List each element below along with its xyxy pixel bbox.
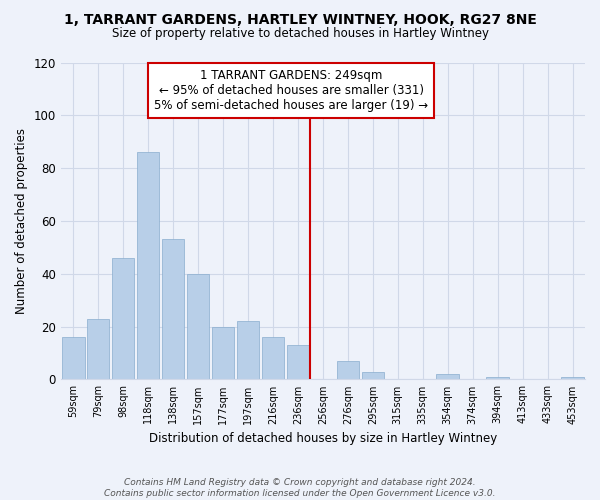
Text: Size of property relative to detached houses in Hartley Wintney: Size of property relative to detached ho… <box>112 28 488 40</box>
X-axis label: Distribution of detached houses by size in Hartley Wintney: Distribution of detached houses by size … <box>149 432 497 445</box>
Bar <box>337 361 359 380</box>
Text: 1 TARRANT GARDENS: 249sqm
← 95% of detached houses are smaller (331)
5% of semi-: 1 TARRANT GARDENS: 249sqm ← 95% of detac… <box>154 69 428 112</box>
Bar <box>212 326 234 380</box>
Y-axis label: Number of detached properties: Number of detached properties <box>15 128 28 314</box>
Bar <box>112 258 134 380</box>
Bar <box>287 345 309 380</box>
Text: Contains HM Land Registry data © Crown copyright and database right 2024.
Contai: Contains HM Land Registry data © Crown c… <box>104 478 496 498</box>
Bar <box>487 377 509 380</box>
Bar <box>362 372 384 380</box>
Bar <box>436 374 459 380</box>
Bar <box>62 337 85 380</box>
Bar <box>162 240 184 380</box>
Bar <box>87 318 109 380</box>
Bar <box>187 274 209 380</box>
Bar <box>237 322 259 380</box>
Bar <box>137 152 160 380</box>
Bar <box>561 377 584 380</box>
Text: 1, TARRANT GARDENS, HARTLEY WINTNEY, HOOK, RG27 8NE: 1, TARRANT GARDENS, HARTLEY WINTNEY, HOO… <box>64 12 536 26</box>
Bar <box>262 337 284 380</box>
